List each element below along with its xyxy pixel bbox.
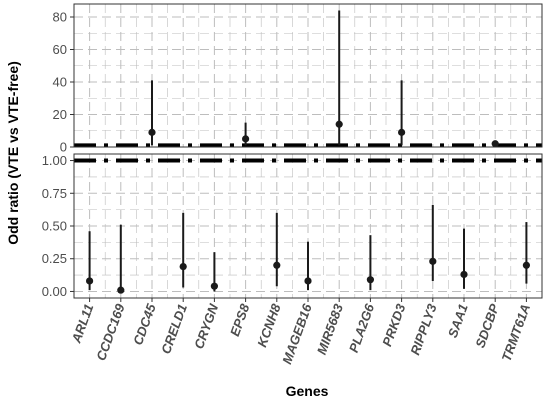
x-tick-label-prkd3: PRKD3 [379,301,408,348]
y-tick-label: 0.00 [42,284,67,299]
x-tick-label-sdcbp: SDCBP [472,302,502,350]
x-tick-label-mageb16: MAGEB16 [279,301,315,366]
x-tick-label-trmt61a: TRMT61A [499,302,534,363]
point-creld1 [179,262,187,271]
x-tick-label-ccdc169: CCDC169 [93,301,128,363]
x-tick-label-creld1: CRELD1 [158,302,190,356]
point-mageb16 [304,277,312,285]
point-prkd3 [398,128,406,136]
y-axis-title: Odd ratio (VTE vs VTE-free) [5,61,21,245]
x-tick-label-eps8: EPS8 [227,301,253,338]
point-saa1 [460,270,468,279]
x-tick-label-ripply3: RIPPLY3 [407,301,440,357]
y-tick-label: 80 [53,10,67,25]
x-tick-label-saa1: SAA1 [445,302,471,340]
point-ripply3 [429,257,437,265]
x-tick-label-kcnh8: KCNH8 [254,301,284,349]
upper-panel: 0 20 40 60 80 [53,3,543,155]
point-pla2g6 [366,276,374,284]
point-trmt61a [522,261,531,269]
y-tick-label: 0 [60,140,67,155]
point-mir5683 [335,120,343,128]
point-sdcbp [491,140,499,148]
point-arl11 [86,277,94,285]
point-cdc45 [148,128,156,136]
point-ccdc169 [117,286,125,294]
panel-frame [73,3,543,148]
x-tick-label-arl11: ARL11 [68,302,96,346]
point-eps8 [242,135,250,143]
lower-panel: 0.00 0.25 0.50 0.75 1.00 [42,153,543,299]
y-tick-label: 0.25 [42,251,67,266]
y-tick-label: 60 [53,42,67,57]
x-tick-label-crygn: CRYGN [191,301,221,351]
y-tick-label: 40 [53,75,67,90]
x-axis-title: Genes [286,383,329,399]
y-tick-label: 1.00 [42,153,67,168]
x-tick-label-pla2g6: PLA2G6 [346,301,378,354]
y-tick-label: 20 [53,107,67,122]
x-tick-label-cdc45: CDC45 [130,301,159,347]
y-tick-label: 0.75 [42,186,67,201]
point-kcnh8 [273,261,281,269]
point-crygn [210,282,218,290]
x-tick-label-mir5683: MIR5683 [314,301,346,356]
y-tick-label: 0.50 [42,219,67,234]
